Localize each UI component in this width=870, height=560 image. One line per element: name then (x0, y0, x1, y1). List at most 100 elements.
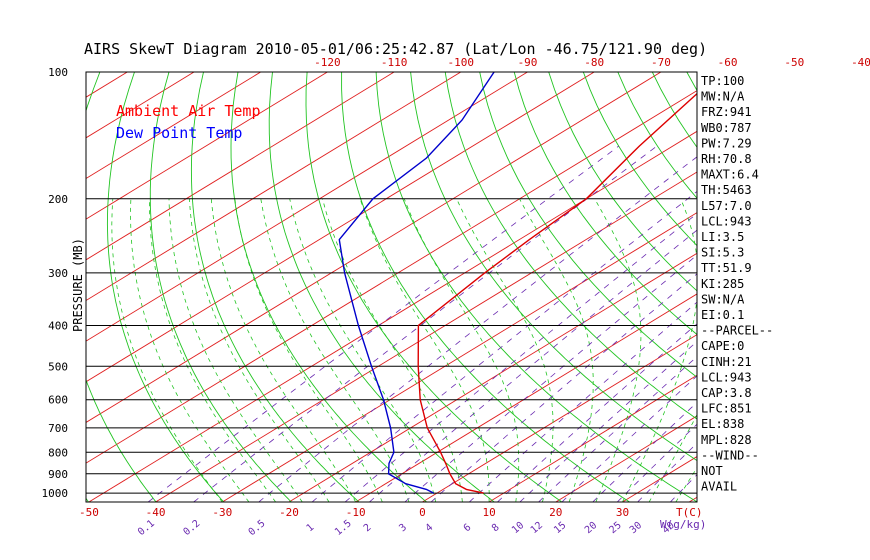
temp-tick-label-bottom: 30 (616, 506, 629, 519)
stability-index-label: KI:285 (701, 277, 744, 291)
pressure-tick-label: 400 (48, 320, 68, 333)
dry-adiabat-line (86, 72, 157, 502)
moist-adiabat-line (210, 198, 357, 502)
pressure-tick-label: 1000 (42, 487, 69, 500)
dry-adiabat-line (375, 72, 697, 502)
temp-tick-label-bottom: -50 (79, 506, 99, 519)
stability-index-label: MAXT:6.4 (701, 168, 759, 182)
legend: Ambient Air Temp Dew Point Temp (116, 102, 261, 142)
pressure-tick-label: 800 (48, 446, 68, 459)
y-axis-label: PRESSURE (MB) (71, 238, 85, 332)
temp-tick-label-top: -120 (314, 56, 341, 69)
moist-adiabat-line (130, 198, 250, 502)
moist-adiabat-line (322, 198, 463, 502)
stability-index-label: MPL:828 (701, 433, 752, 447)
dry-adiabat-line (0, 72, 31, 502)
moist-adiabat-line (111, 198, 223, 502)
plot-frame (85, 71, 698, 503)
moist-adiabat-line (622, 198, 697, 502)
temp-tick-label-top: -40 (851, 56, 870, 69)
mixing-ratio-tick-label: 30 (628, 520, 644, 536)
dry-adiabat-line (513, 72, 697, 336)
stability-index-label: AVAIL (701, 480, 737, 494)
mixing-ratio-tick-label: 2 (362, 522, 374, 534)
dry-adiabat-line (230, 72, 427, 502)
mixing-ratio-tick-label: 25 (607, 520, 623, 536)
stability-index-label: TT:51.9 (701, 261, 752, 275)
temp-tick-label-bottom: 0 (419, 506, 426, 519)
stability-index-label: CAPE:0 (701, 339, 744, 353)
dry-adiabat-line (444, 72, 697, 420)
pressure-tick-label: 200 (48, 193, 68, 206)
isotherm-lines (0, 72, 697, 502)
isotherm-line (422, 334, 697, 502)
isotherm-line (86, 72, 662, 423)
isotherm-line (86, 72, 462, 301)
pressure-tick-label: 100 (48, 66, 68, 79)
pressure-axis: 100 200 300 400 500 600 700 800 900 1000 (42, 66, 69, 500)
moist-adiabat-line (189, 198, 330, 502)
temp-tick-label-bottom: -40 (146, 506, 166, 519)
stability-index-label: TP:100 (701, 74, 744, 88)
dry-adiabat-line (305, 72, 563, 502)
stability-index-label: TH:5463 (701, 183, 752, 197)
moist-adiabat-line (234, 198, 383, 502)
mixing-ratio-tick-label: 3 (397, 522, 409, 534)
temp-tick-label-bottom: 20 (549, 506, 562, 519)
dry-adiabat-line (106, 72, 225, 502)
temp-tick-label-top: -90 (518, 56, 538, 69)
mixing-ratio-tick-label: 15 (552, 520, 568, 536)
stability-index-label: LCL:943 (701, 214, 752, 228)
stability-index-label: LFC:851 (701, 402, 752, 416)
pressure-tick-label: 600 (48, 394, 68, 407)
moist-adiabat-line (594, 198, 642, 502)
mixing-ratio-line (193, 145, 658, 502)
mixing-ratio-tick-label: 0.2 (182, 518, 203, 538)
isotherm-line (0, 72, 61, 502)
mixing-ratio-line (430, 273, 697, 502)
stability-index-label: WB0:787 (701, 121, 752, 135)
dry-adiabat-line (268, 72, 495, 502)
isotherm-line (555, 415, 697, 502)
stability-index-label: EL:838 (701, 417, 744, 431)
chart-title: AIRS SkewT Diagram 2010-05-01/06:25:42.8… (84, 40, 707, 58)
series-line (338, 72, 495, 494)
stability-index-label: FRZ:941 (701, 105, 752, 119)
isotherm-line (155, 171, 697, 502)
dry-adiabat-line (149, 72, 292, 502)
bottom-temp-axis: -50 -40 -30 -20 -10 0 10 20 30 (79, 506, 629, 519)
pressure-tick-label: 500 (48, 360, 68, 373)
isobar-lines (86, 72, 697, 494)
stability-index-label: MW:N/A (701, 90, 745, 104)
moist-adiabat-line (149, 198, 276, 502)
dry-adiabat-line (790, 72, 870, 502)
moist-adiabat-line (403, 198, 520, 502)
isotherm-line (86, 90, 697, 464)
isotherm-line (88, 130, 697, 502)
legend-entry: Ambient Air Temp (116, 102, 261, 120)
mixing-ratio-line (497, 323, 697, 502)
dry-adiabat-line (341, 72, 630, 502)
isotherm-line (86, 72, 528, 342)
moist-adiabat-line (260, 198, 410, 502)
moist-adiabat-line (519, 198, 594, 502)
dry-adiabat-line (860, 72, 870, 502)
legend-entry: Dew Point Temp (116, 124, 242, 142)
temp-tick-label-top: -80 (584, 56, 604, 69)
stability-index-label: --PARCEL-- (701, 324, 773, 338)
isotherm-line (288, 252, 697, 502)
mixing-ratio-tick-label: 4 (424, 522, 436, 534)
mixing-ratio-axis: 0.1 0.2 0.5 1 1.5 2 3 4 6 8 10 12 15 20 25 30 40 (136, 518, 677, 538)
temp-tick-label-top: -50 (784, 56, 804, 69)
plot-area (0, 72, 870, 502)
stability-index-label: CINH:21 (701, 355, 752, 369)
mixing-ratio-tick-label: 1.5 (333, 518, 354, 538)
top-temp-axis: -120 -110 -100 -90 -80 -70 -60 -50 -40 (314, 56, 870, 69)
moist-adiabat-line (168, 198, 303, 502)
isotherm-line (222, 212, 697, 502)
pressure-tick-label: 900 (48, 468, 68, 481)
temp-tick-label-top: -110 (381, 56, 408, 69)
mixing-ratio-tick-label: 1 (305, 522, 317, 534)
